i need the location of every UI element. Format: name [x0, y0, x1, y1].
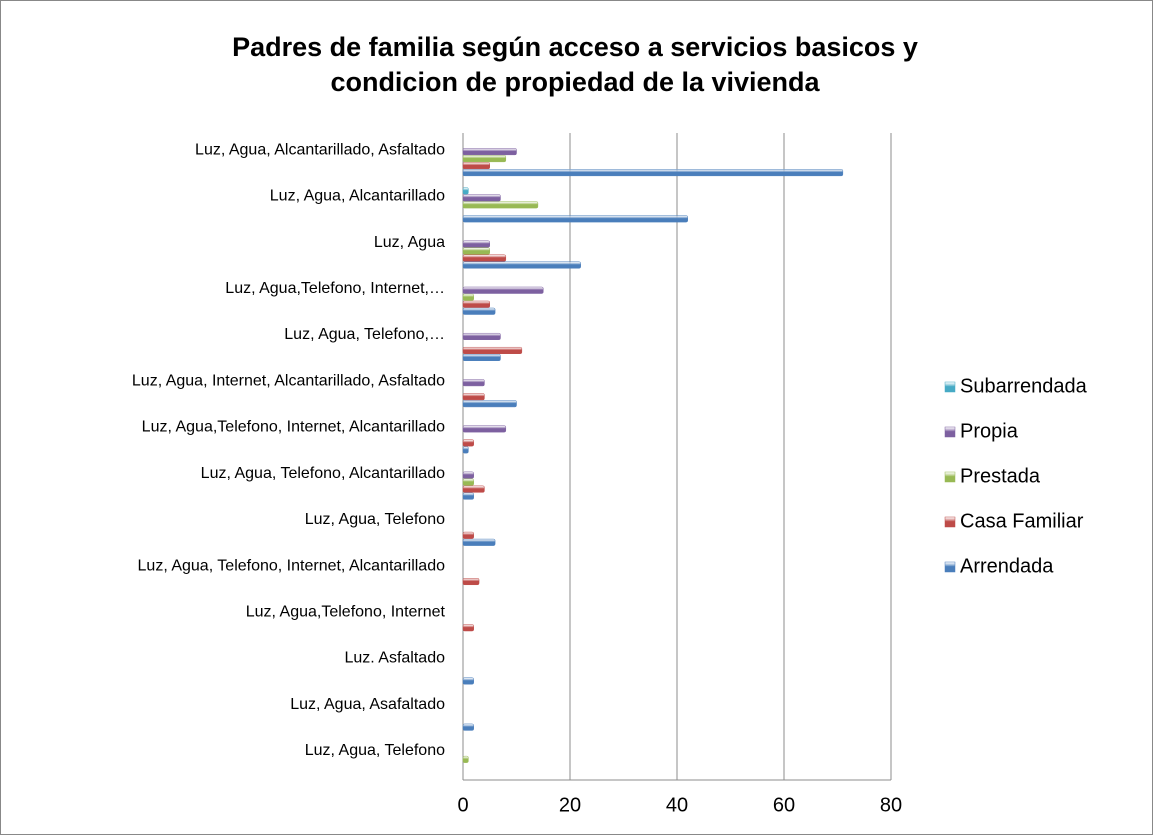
chart-title: Padres de familia según acceso a servici… [232, 32, 918, 97]
y-tick-label: Luz, Agua,Telefono, Internet, Alcantaril… [142, 419, 445, 436]
bar [462, 307, 496, 315]
bar [462, 332, 501, 340]
bar [462, 446, 469, 454]
bar [462, 155, 507, 163]
y-tick-label: Luz, Agua, Telefono [305, 511, 445, 528]
bar [462, 755, 469, 763]
y-tick-label: Luz, Agua,Telefono, Internet,… [225, 280, 445, 297]
bar [462, 538, 496, 546]
legend-label: Prestada [960, 465, 1041, 487]
y-tick-label: Luz, Agua [374, 234, 445, 251]
bar [462, 485, 485, 493]
legend-swatch [944, 471, 956, 483]
y-tick-label: Luz, Agua, Telefono [305, 742, 445, 759]
bar [462, 346, 523, 354]
bar [462, 400, 517, 408]
bar [462, 531, 474, 539]
bar [462, 393, 485, 401]
bar [462, 201, 539, 209]
bar [462, 478, 474, 486]
bar [462, 240, 490, 248]
legend-swatch [944, 381, 956, 393]
bar [462, 286, 544, 294]
bar [462, 169, 844, 177]
legend-swatch [944, 516, 956, 528]
legend-label: Propia [960, 420, 1019, 442]
bar [462, 723, 474, 731]
legend-label: Subarrendada [960, 375, 1088, 397]
y-tick-label: Luz, Agua, Telefono,… [284, 326, 445, 343]
bar [462, 148, 517, 156]
legend-label: Arrendada [960, 555, 1054, 577]
bar [462, 624, 474, 632]
bar [462, 254, 507, 262]
bar [462, 353, 501, 361]
bar [462, 578, 480, 586]
y-tick-label: Luz, Agua, Telefono, Alcantarillado [201, 465, 445, 482]
y-tick-label: Luz. Asfaltado [344, 650, 445, 667]
legend-swatch [944, 561, 956, 573]
bar [462, 492, 474, 500]
legend-swatch [944, 426, 956, 438]
y-tick-label: Luz, Agua, Internet, Alcantarillado, Asf… [132, 372, 445, 389]
bar [462, 677, 474, 685]
bar [462, 425, 507, 433]
bar [462, 300, 490, 308]
y-tick-label: Luz, Agua,Telefono, Internet [246, 603, 446, 620]
bar [462, 293, 474, 301]
x-tick-label: 20 [559, 794, 581, 816]
bar [462, 261, 581, 269]
y-tick-label: Luz, Agua, Alcantarillado [270, 188, 445, 205]
x-tick-label: 80 [880, 794, 902, 816]
bar [462, 379, 485, 387]
bar [462, 247, 490, 255]
y-tick-label: Luz, Agua, Alcantarillado, Asfaltado [195, 141, 445, 158]
x-tick-label: 40 [666, 794, 688, 816]
bar [462, 162, 490, 170]
bar [462, 471, 474, 479]
y-tick-label: Luz, Agua, Telefono, Internet, Alcantari… [138, 557, 446, 574]
bar [462, 215, 688, 223]
legend-label: Casa Familiar [960, 510, 1084, 532]
bar [462, 187, 469, 195]
bar [462, 439, 474, 447]
x-tick-label: 60 [773, 794, 795, 816]
x-tick-label: 0 [457, 794, 468, 816]
bar [462, 194, 501, 202]
y-tick-label: Luz, Agua, Asafaltado [290, 696, 445, 713]
